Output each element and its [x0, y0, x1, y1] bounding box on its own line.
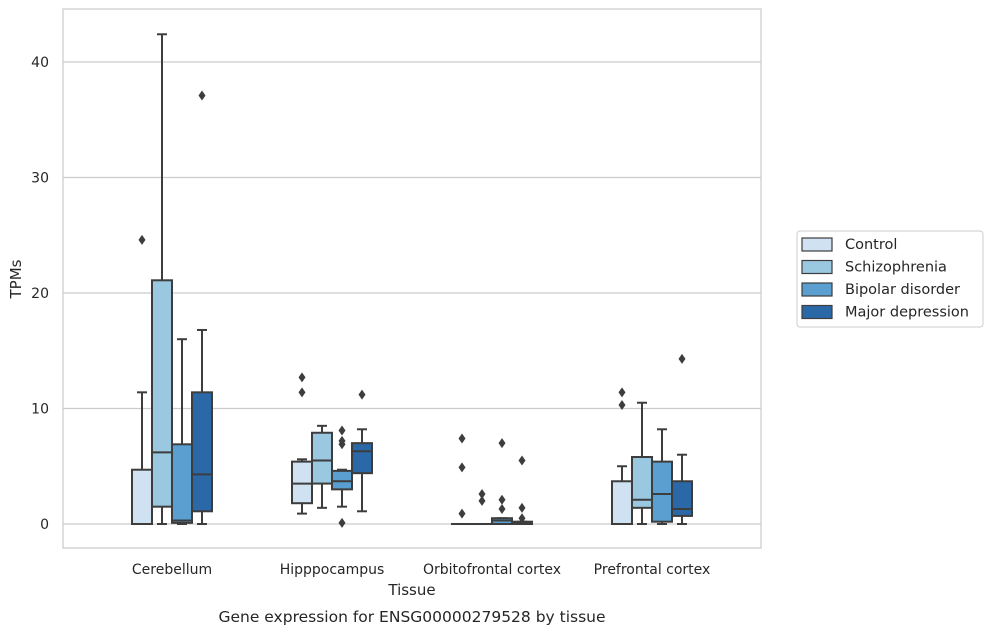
x-tick-label: Prefrontal cortex: [594, 562, 711, 578]
outlier-point: [518, 513, 526, 524]
box: [651, 460, 673, 523]
outlier-point: [138, 234, 146, 245]
box-group: [191, 90, 213, 525]
y-tick-label: 40: [31, 55, 49, 71]
box: [611, 480, 633, 526]
box: [311, 431, 333, 485]
outlier-point: [458, 508, 466, 519]
box: [151, 279, 173, 508]
legend-label: Bipolar disorder: [845, 282, 960, 298]
outlier-point: [338, 439, 346, 450]
box: [671, 480, 693, 517]
legend-label: Schizophrenia: [845, 260, 947, 276]
x-tick-label: Cerebellum: [132, 562, 212, 578]
box-group: [651, 428, 673, 525]
outlier-point: [358, 389, 366, 400]
plot-frame: [62, 8, 762, 549]
box-group: [291, 372, 313, 515]
outlier-point: [298, 372, 306, 383]
outlier-point: [678, 353, 686, 364]
outlier-point: [618, 400, 626, 411]
outlier-point: [478, 488, 486, 499]
x-tick-label: Hipppocampus: [280, 562, 385, 578]
legend-swatch: [801, 237, 833, 252]
outlier-point: [338, 425, 346, 436]
legend-label: Major depression: [845, 305, 969, 321]
legend-swatch: [801, 304, 833, 320]
box: [351, 442, 373, 475]
y-tick-label: 30: [31, 171, 49, 187]
legend-label: Control: [845, 237, 897, 253]
box: [131, 468, 153, 525]
y-tick-labels: 0 10 20 30 40: [31, 55, 49, 533]
box-group: [451, 433, 473, 526]
box-group: [311, 424, 333, 509]
outlier-point: [498, 438, 506, 449]
outlier-point: [338, 517, 346, 528]
box: [331, 469, 353, 491]
y-axis-label: TPMs: [7, 259, 25, 299]
outlier-point: [498, 494, 506, 505]
box: [191, 391, 213, 513]
outlier-point: [198, 90, 206, 101]
legend-swatch: [801, 259, 833, 275]
outlier-point: [458, 462, 466, 473]
outlier-point: [518, 502, 526, 513]
legend-frame: [796, 230, 984, 328]
box-group: [471, 488, 493, 526]
x-axis-label: Tissue: [387, 581, 435, 599]
legend-swatch: [801, 282, 833, 297]
box-group: [151, 33, 173, 525]
box-group: [131, 234, 153, 525]
box-group: [511, 455, 533, 526]
outlier-point: [298, 387, 306, 398]
legend: Control Schizophrenia Bipolar disorder Majo…: [796, 230, 984, 328]
box-group: [351, 389, 373, 513]
box-group: [611, 387, 633, 526]
x-tick-label: Orbitofrontal cortex: [423, 562, 561, 578]
box-group: [331, 425, 353, 528]
box-group: [171, 338, 193, 525]
y-tick-label: 20: [31, 286, 49, 302]
outlier-point: [458, 433, 466, 444]
outlier-point: [478, 495, 486, 506]
y-tick-label: 10: [31, 402, 49, 418]
box: [291, 460, 313, 505]
x-tick-labels: Cerebellum Hipppocampus Orbitofrontal cort…: [132, 562, 710, 578]
outlier-point: [618, 387, 626, 398]
box-plots: [131, 33, 693, 528]
outlier-point: [498, 503, 506, 514]
box-group: [671, 353, 693, 525]
y-tick-label: 0: [40, 517, 49, 533]
outlier-point: [518, 455, 526, 466]
box-group: [631, 401, 653, 525]
box: [171, 443, 193, 524]
box-group: [491, 438, 513, 525]
chart-caption: Gene expression for ENSG00000279528 by t…: [218, 608, 605, 626]
